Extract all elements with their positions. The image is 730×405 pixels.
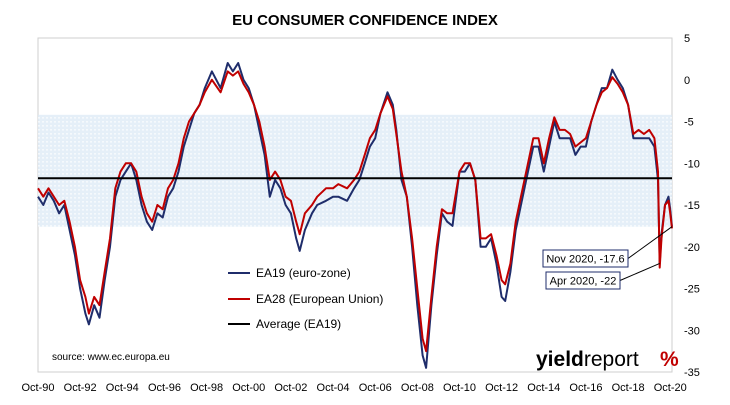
x-tick-label: Oct-16 [569, 382, 602, 394]
x-tick-label: Oct-10 [443, 382, 476, 394]
series-layer [37, 62, 673, 369]
x-tick-label: Oct-12 [485, 382, 518, 394]
x-tick-label: Oct-96 [148, 382, 181, 394]
annotation-label: Apr 2020, -22 [550, 276, 617, 288]
y-tick-label: 5 [684, 33, 690, 45]
annotations: Nov 2020, -17.6 Apr 2020, -22 [542, 226, 673, 290]
x-tick-label: Oct-02 [274, 382, 307, 394]
range-band-hatch [38, 117, 672, 227]
yieldreport-logo: yieldreport % [536, 348, 679, 371]
legend-label-ea19: EA19 (euro-zone) [256, 266, 351, 280]
source-note: source: www.ec.europa.eu [52, 352, 170, 363]
annotation-leader [627, 226, 673, 259]
x-tick-label: Oct-98 [190, 382, 223, 394]
legend-label-ea28: EA28 (European Union) [256, 292, 383, 306]
x-tick-label: Oct-04 [317, 382, 350, 394]
chart-title: EU CONSUMER CONFIDENCE INDEX [232, 12, 498, 29]
x-tick-label: Oct-08 [401, 382, 434, 394]
y-tick-label: -35 [684, 367, 700, 379]
series-line-ea28 [37, 70, 673, 353]
legend: EA19 (euro-zone) EA28 (European Union) A… [228, 266, 383, 331]
x-tick-label: Oct-18 [612, 382, 645, 394]
x-tick-label: Oct-90 [21, 382, 54, 394]
x-tick-label: Oct-94 [106, 382, 139, 394]
x-axis: Oct-90 Oct-92 Oct-94 Oct-96 Oct-98 Oct-00 Oct-… [21, 382, 686, 394]
logo-text-regular: report [584, 348, 639, 371]
x-tick-label: Oct-92 [64, 382, 97, 394]
y-tick-label: -10 [684, 158, 700, 170]
y-tick-label: -20 [684, 242, 700, 254]
logo-text: yieldreport [536, 348, 639, 371]
y-tick-label: -25 [684, 284, 700, 296]
legend-label-average: Average (EA19) [256, 317, 341, 331]
annotation-label: Nov 2020, -17.6 [546, 254, 624, 266]
x-tick-label: Oct-00 [232, 382, 265, 394]
logo-text-bold: yield [536, 348, 584, 371]
x-tick-label: Oct-14 [527, 382, 560, 394]
annotation-box [545, 271, 621, 290]
x-tick-label: Oct-20 [654, 382, 687, 394]
y-tick-label: -30 [684, 325, 700, 337]
series-line-ea19 [37, 62, 673, 369]
y-axis: 5 0 -5 -10 -15 -20 -25 -30 -35 [684, 33, 700, 379]
y-tick-label: 0 [684, 75, 690, 87]
y-tick-label: -5 [684, 117, 694, 129]
x-tick-label: Oct-06 [359, 382, 392, 394]
logo-percent-symbol: % [660, 348, 679, 371]
annotation-box [542, 249, 629, 268]
y-tick-label: -15 [684, 200, 700, 212]
annotation-leader [619, 262, 660, 281]
